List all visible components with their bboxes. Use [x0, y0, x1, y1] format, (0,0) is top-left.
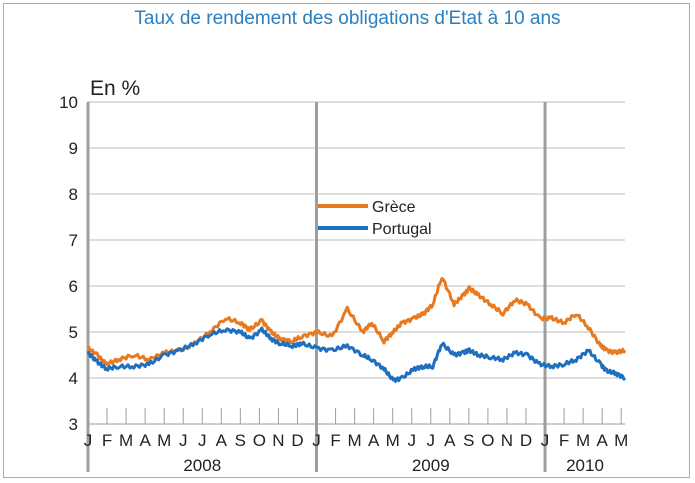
month-label-1: F: [102, 431, 112, 450]
month-label-18: J: [427, 431, 436, 450]
month-label-3: A: [139, 431, 151, 450]
series-line-portugal: [86, 326, 627, 383]
month-label-13: F: [330, 431, 340, 450]
y-axis: 3 4 5 6 7 8 9 10: [59, 93, 78, 434]
month-label-24: J: [541, 431, 550, 450]
y-tick-label-9: 9: [69, 139, 78, 158]
month-label-25: F: [559, 431, 569, 450]
legend: Grèce Portugal: [318, 199, 432, 238]
month-label-9: O: [253, 431, 266, 450]
month-label-23: D: [520, 431, 532, 450]
month-label-20: S: [463, 431, 474, 450]
chart-title: Taux de rendement des obligations d'Etat…: [134, 8, 561, 29]
month-label-26: M: [576, 431, 590, 450]
y-tick-label-3: 3: [69, 415, 78, 434]
month-label-2: M: [119, 431, 133, 450]
month-label-4: M: [157, 431, 171, 450]
month-label-15: A: [368, 431, 380, 450]
series-lines: [86, 277, 627, 383]
month-label-12: J: [312, 431, 321, 450]
month-label-8: S: [235, 431, 246, 450]
month-label-28: M: [614, 431, 628, 450]
year-label-2008: 2008: [183, 456, 221, 475]
month-label-16: M: [386, 431, 400, 450]
month-label-27: A: [596, 431, 608, 450]
month-label-10: N: [272, 431, 284, 450]
y-tick-label-5: 5: [69, 323, 78, 342]
y-tick-label-6: 6: [69, 277, 78, 296]
year-label-2009: 2009: [412, 456, 450, 475]
month-label-17: J: [407, 431, 416, 450]
month-label-19: A: [444, 431, 456, 450]
month-label-6: J: [198, 431, 207, 450]
y-tick-label-7: 7: [69, 231, 78, 250]
y-axis-unit-label: En %: [90, 77, 140, 100]
month-label-21: O: [481, 431, 494, 450]
legend-label-portugal: Portugal: [372, 221, 432, 238]
month-label-5: J: [179, 431, 188, 450]
month-label-11: D: [291, 431, 303, 450]
y-tick-label-10: 10: [59, 93, 78, 112]
month-label-14: M: [348, 431, 362, 450]
legend-label-greece: Grèce: [372, 199, 416, 216]
plot-area: [88, 102, 625, 424]
year-label-2010: 2010: [566, 456, 604, 475]
month-label-0: J: [84, 431, 93, 450]
grid: [86, 101, 625, 472]
y-tick-label-8: 8: [69, 185, 78, 204]
month-label-22: N: [501, 431, 513, 450]
month-label-7: A: [216, 431, 228, 450]
y-tick-label-4: 4: [69, 369, 78, 388]
